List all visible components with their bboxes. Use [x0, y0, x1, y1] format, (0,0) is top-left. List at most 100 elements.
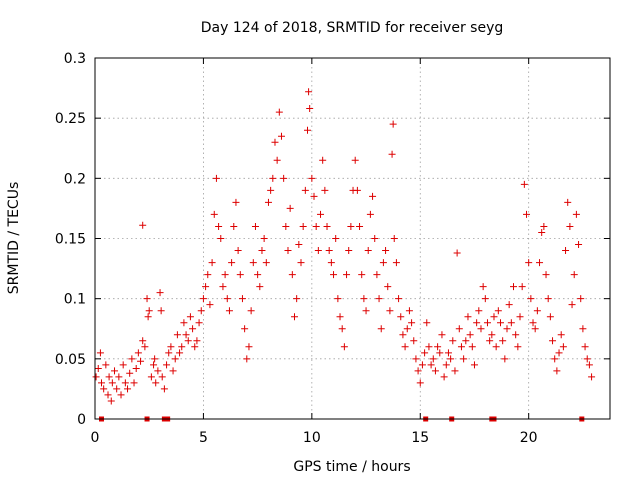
data-point — [447, 355, 455, 363]
data-point — [100, 385, 108, 393]
data-point — [544, 295, 552, 303]
data-point — [173, 331, 181, 339]
data-point — [141, 343, 149, 351]
data-point — [306, 105, 314, 113]
data-point — [158, 373, 166, 381]
data-point — [464, 313, 472, 321]
data-point — [286, 204, 294, 212]
data-point — [267, 186, 275, 194]
data-point — [299, 222, 307, 230]
data-point — [386, 307, 394, 315]
data-point — [132, 364, 140, 372]
data-point — [427, 361, 435, 369]
data-point — [366, 210, 374, 218]
data-point — [308, 174, 316, 182]
data-point — [488, 331, 496, 339]
data-point — [107, 397, 115, 405]
data-point — [479, 283, 487, 291]
data-point — [499, 337, 507, 345]
data-point — [490, 313, 498, 321]
data-point — [178, 343, 186, 351]
data-point — [470, 361, 478, 369]
data-point — [236, 271, 244, 279]
data-point — [282, 222, 290, 230]
data-point — [258, 247, 266, 255]
data-point — [117, 391, 125, 399]
data-point — [334, 295, 342, 303]
data-point — [208, 259, 216, 267]
data-point — [520, 180, 528, 188]
data-point — [301, 186, 309, 194]
data-point — [137, 357, 145, 365]
y-tick-label: 0 — [77, 412, 86, 428]
data-point — [377, 325, 385, 333]
data-point — [182, 331, 190, 339]
data-point — [388, 150, 396, 158]
data-point — [585, 361, 593, 369]
data-point — [356, 222, 364, 230]
data-point — [410, 337, 418, 345]
data-point — [371, 235, 379, 242]
data-point — [373, 271, 381, 279]
data-point — [321, 186, 329, 194]
data-point — [243, 355, 251, 363]
data-point — [284, 247, 292, 255]
data-point — [143, 295, 151, 303]
x-tick-label: 10 — [303, 430, 321, 446]
data-point — [165, 349, 173, 357]
data-point — [449, 337, 457, 345]
x-tick-label: 15 — [411, 430, 429, 446]
data-point — [160, 385, 168, 393]
data-point — [408, 319, 416, 327]
data-point — [121, 379, 129, 387]
data-point — [434, 343, 442, 351]
data-point — [403, 325, 411, 333]
data-point — [492, 343, 500, 351]
data-point — [176, 349, 184, 357]
data-point — [436, 349, 444, 357]
data-point — [260, 235, 268, 242]
data-point — [514, 343, 522, 351]
data-point — [483, 319, 491, 327]
data-point — [481, 295, 489, 303]
data-point — [551, 355, 559, 363]
y-tick-label: 0.1 — [64, 292, 86, 308]
data-point — [241, 325, 249, 333]
data-point — [111, 367, 119, 375]
data-point — [304, 126, 312, 134]
data-point — [288, 271, 296, 279]
data-point — [147, 373, 155, 381]
data-point — [557, 331, 565, 339]
data-point — [347, 222, 355, 230]
data-point — [249, 259, 257, 267]
data-point — [395, 295, 403, 303]
data-point — [280, 174, 288, 182]
data-point — [455, 325, 463, 333]
data-point — [269, 174, 277, 182]
data-point — [314, 247, 322, 255]
data-point — [134, 349, 142, 357]
data-point — [412, 355, 420, 363]
data-point — [399, 331, 407, 339]
data-point — [128, 355, 136, 363]
data-point — [562, 247, 570, 255]
data-point — [115, 373, 123, 381]
data-point — [256, 283, 264, 291]
data-point — [219, 283, 227, 291]
data-point — [238, 295, 246, 303]
data-point — [145, 307, 153, 315]
data-point — [389, 120, 397, 128]
data-point — [583, 355, 591, 363]
data-point — [572, 210, 580, 218]
data-point — [254, 271, 262, 279]
data-point — [94, 364, 102, 372]
data-point — [496, 319, 504, 327]
data-point — [96, 349, 104, 357]
data-point — [431, 367, 439, 375]
data-point — [362, 307, 370, 315]
data-point — [369, 192, 377, 200]
data-point — [390, 235, 398, 242]
data-point — [126, 369, 134, 377]
data-point — [486, 337, 494, 345]
